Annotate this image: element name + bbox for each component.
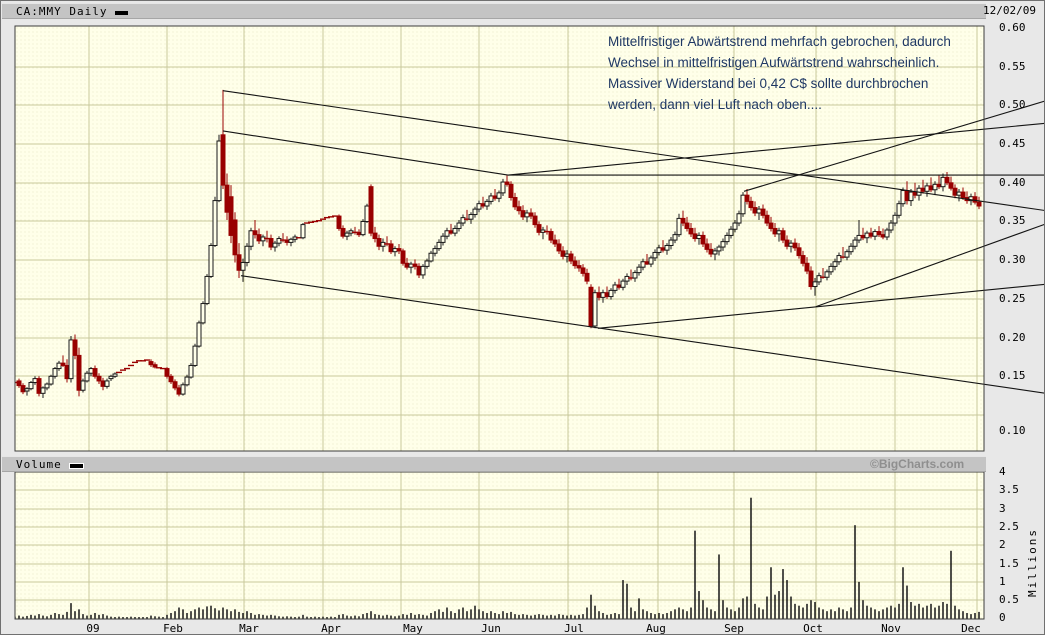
month-label: Oct <box>803 622 823 635</box>
month-label: Nov <box>881 622 901 635</box>
volume-legend-dash-icon <box>69 464 83 468</box>
volume-axis-label: 2 <box>999 538 1006 551</box>
annotation-line: Wechsel in mittelfristigen Aufwärtstrend… <box>608 55 940 70</box>
price-axis-label: 0.60 <box>999 21 1026 34</box>
volume-unit-label: Millions <box>1026 528 1039 597</box>
volume-title-bar: Volume ©BigCharts.com <box>2 456 986 472</box>
price-legend-dash-icon <box>115 11 129 15</box>
time-axis-strip <box>2 620 1044 634</box>
price-axis-label: 0.50 <box>999 98 1026 111</box>
month-label: Jun <box>481 622 501 635</box>
annotation-line: werden, dann viel Luft nach oben.... <box>608 97 822 112</box>
copyright-label: ©BigCharts.com <box>870 457 965 471</box>
month-label: Mar <box>239 622 259 635</box>
annotation-text: Mittelfristiger Abwärtstrend mehrfach ge… <box>608 31 951 115</box>
price-axis-label: 0.10 <box>999 424 1026 437</box>
chart-title-bar: CA:MMY Daily <box>2 3 986 19</box>
chart-date: 12/02/09 <box>983 4 1036 17</box>
annotation-line: Massiver Widerstand bei 0,42 C$ sollte d… <box>608 76 929 91</box>
month-label: Aug <box>646 622 666 635</box>
price-axis-label: 0.40 <box>999 176 1026 189</box>
volume-axis-label: 2.5 <box>999 520 1019 533</box>
symbol-label: CA:MMY Daily <box>16 5 108 18</box>
volume-label: Volume <box>16 458 62 471</box>
month-label: Apr <box>321 622 341 635</box>
volume-axis-label: 0 <box>999 611 1006 624</box>
volume-chart-area <box>15 472 984 619</box>
volume-axis-label: 0.5 <box>999 593 1019 606</box>
annotation-line: Mittelfristiger Abwärtstrend mehrfach ge… <box>608 34 951 49</box>
month-label: Feb <box>163 622 183 635</box>
price-axis-label: 0.45 <box>999 137 1026 150</box>
price-axis-label: 0.35 <box>999 214 1026 227</box>
month-label: Sep <box>724 622 744 635</box>
volume-axis-label: 1 <box>999 575 1006 588</box>
month-label: Jul <box>564 622 584 635</box>
volume-axis-label: 1.5 <box>999 557 1019 570</box>
month-label: Dec <box>961 622 981 635</box>
price-axis-label: 0.20 <box>999 331 1026 344</box>
price-axis-label: 0.15 <box>999 369 1026 382</box>
price-axis-label: 0.55 <box>999 60 1026 73</box>
volume-axis-label: 4 <box>999 465 1006 478</box>
price-axis-label: 0.30 <box>999 253 1026 266</box>
volume-axis-label: 3.5 <box>999 483 1019 496</box>
month-label: May <box>403 622 423 635</box>
month-label: 09 <box>86 622 100 635</box>
volume-axis-label: 3 <box>999 502 1006 515</box>
price-axis-label: 0.25 <box>999 292 1026 305</box>
